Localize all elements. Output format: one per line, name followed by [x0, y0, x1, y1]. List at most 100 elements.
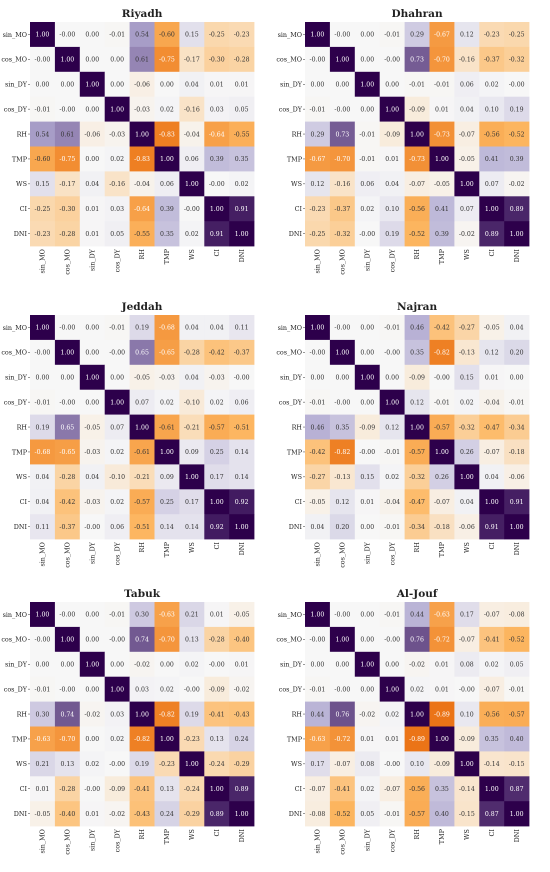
heatmap-cell	[179, 71, 205, 97]
heatmap-cell	[229, 389, 255, 415]
x-tick-label: TMP	[163, 541, 171, 557]
cell-value-label: -0.61	[159, 424, 175, 431]
cell-value-label: -0.02	[509, 181, 525, 188]
y-tick-label: cos_DY	[279, 105, 303, 113]
cell-value-label: -0.17	[59, 181, 75, 188]
x-tick-label: cos_DY	[113, 248, 121, 272]
cell-value-label: 0.00	[110, 374, 124, 381]
cell-value-label: -0.00	[84, 786, 100, 793]
cell-value-label: 0.00	[360, 637, 374, 644]
heatmap-cell	[129, 121, 155, 147]
heatmap-cell	[329, 22, 356, 48]
cell-value-label: -0.63	[35, 736, 51, 743]
cell-value-label: -0.56	[409, 206, 425, 213]
heatmap-cell	[354, 676, 380, 702]
heatmap-cell	[504, 676, 530, 702]
heatmap-cell	[79, 96, 105, 122]
heatmap-cell	[154, 414, 180, 440]
cell-value-label: -0.01	[35, 106, 51, 113]
heatmap-cell	[79, 121, 105, 147]
heatmap-cell	[379, 676, 405, 702]
heatmap-cell	[504, 146, 530, 172]
cell-value-label: 0.12	[311, 181, 325, 188]
cell-value-label: 0.07	[460, 206, 474, 213]
cell-value-label: 0.15	[360, 474, 374, 481]
heatmap-cell	[204, 801, 230, 827]
heatmap-cell	[379, 751, 405, 777]
heatmap-cell	[129, 439, 155, 465]
x-tick-label: WS	[188, 542, 196, 553]
heatmap-cell	[454, 651, 480, 677]
heatmap-cell	[354, 364, 380, 390]
cell-value-label: 0.25	[160, 499, 174, 506]
cell-value-label: 0.13	[210, 736, 224, 743]
heatmap-cell	[305, 221, 331, 247]
y-tick-label: TMP	[287, 155, 303, 163]
heatmap-cell	[354, 339, 380, 366]
heatmap-cell	[129, 171, 155, 197]
heatmap-cell	[329, 801, 356, 827]
cell-value-label: -0.52	[509, 637, 525, 644]
cell-value-label: -0.01	[109, 32, 125, 39]
cell-value-label: 0.02	[235, 181, 249, 188]
heatmap-cell	[104, 726, 130, 752]
y-tick-label: DNI	[289, 230, 303, 238]
x-tick-label: RH	[413, 829, 421, 840]
heatmap-cell	[504, 626, 530, 653]
cell-value-label: -0.03	[134, 106, 150, 113]
heatmap-cell	[204, 121, 230, 147]
heatmap-cell	[379, 651, 405, 677]
cell-value-label: -0.07	[384, 786, 400, 793]
heatmap-cell	[479, 315, 505, 341]
heatmap-cell	[154, 489, 180, 515]
y-tick-label: RH	[17, 130, 28, 138]
x-tick-label: RH	[138, 249, 146, 260]
cell-value-label: 0.74	[135, 637, 149, 644]
cell-value-label: 0.89	[210, 811, 224, 818]
cell-value-label: -0.55	[134, 231, 150, 238]
cell-value-label: -0.08	[310, 811, 326, 818]
heatmap-cell	[479, 626, 505, 653]
heatmap-cell	[30, 464, 56, 490]
heatmap-cell	[454, 364, 480, 390]
heatmap-cell	[104, 171, 130, 197]
heatmap-cell	[305, 171, 331, 197]
cell-value-label: -0.06	[459, 524, 475, 531]
cell-value-label: 0.06	[360, 181, 374, 188]
cell-value-label: 0.01	[85, 231, 99, 238]
cell-value-label: -0.15	[459, 811, 475, 818]
cell-value-label: 0.00	[360, 686, 374, 693]
cell-value-label: 0.00	[85, 325, 99, 332]
heatmap-cell	[30, 514, 56, 540]
heatmap-cell	[479, 489, 505, 515]
heatmap-cell	[305, 776, 331, 802]
cell-value-label: -0.51	[234, 424, 250, 431]
heatmap-cell	[379, 96, 405, 122]
x-tick-label: cos_MO	[64, 829, 72, 855]
x-tick-label: DNI	[513, 249, 521, 263]
cell-value-label: -0.00	[209, 661, 225, 668]
cell-value-label: -0.17	[184, 57, 200, 64]
cell-value-label: 0.02	[385, 474, 399, 481]
heatmap-cell	[329, 46, 356, 73]
cell-value-label: 0.46	[410, 325, 424, 332]
heatmap-cell	[79, 196, 105, 222]
cell-value-label: 0.44	[410, 612, 424, 619]
heatmap-cell	[379, 196, 405, 222]
cell-value-label: -0.00	[509, 81, 525, 88]
cell-value-label: 0.03	[135, 686, 149, 693]
cell-value-label: 1.00	[185, 474, 199, 481]
cell-value-label: -0.00	[334, 612, 350, 619]
heatmap-cell	[79, 751, 105, 777]
heatmap-cell	[54, 46, 81, 73]
y-tick-label: DNI	[14, 523, 28, 531]
y-tick-label: cos_DY	[4, 105, 28, 113]
heatmap-cell	[30, 221, 56, 247]
cell-value-label: -0.42	[434, 325, 450, 332]
y-tick-label: sin_DY	[5, 661, 28, 669]
heatmap-cell	[79, 489, 105, 515]
heatmap-cell	[354, 626, 380, 653]
heatmap-cell	[104, 776, 130, 802]
cell-value-label: 0.02	[160, 686, 174, 693]
heatmap-cell	[129, 602, 155, 628]
